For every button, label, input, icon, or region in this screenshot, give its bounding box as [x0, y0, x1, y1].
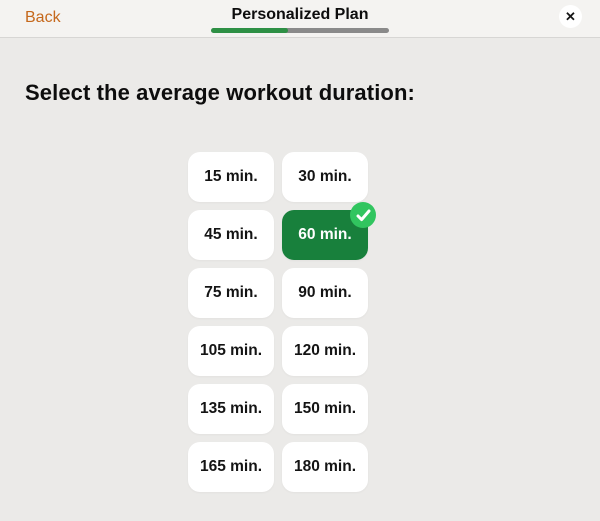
duration-option-120min[interactable]: 120 min. — [282, 326, 368, 376]
duration-option-label: 180 min. — [293, 458, 357, 475]
progress-bar — [211, 28, 389, 33]
duration-option-75min[interactable]: 75 min. — [188, 268, 274, 318]
duration-option-label: 45 min. — [204, 226, 258, 243]
page-title: Personalized Plan — [231, 6, 369, 23]
duration-option-150min[interactable]: 150 min. — [282, 384, 368, 434]
duration-option-label: 15 min. — [204, 168, 258, 185]
duration-option-45min[interactable]: 45 min. — [188, 210, 274, 260]
duration-option-label: 105 min. — [199, 342, 263, 359]
close-button[interactable]: ✕ — [559, 5, 582, 28]
duration-option-label: 165 min. — [199, 458, 263, 475]
duration-option-label: 60 min. — [298, 226, 352, 243]
duration-option-90min[interactable]: 90 min. — [282, 268, 368, 318]
selected-check-icon — [350, 202, 376, 228]
close-icon: ✕ — [565, 9, 576, 24]
duration-option-label: 120 min. — [293, 342, 357, 359]
header-bar: Back Personalized Plan ✕ — [0, 0, 600, 38]
duration-option-label: 90 min. — [298, 284, 352, 301]
duration-option-label: 30 min. — [298, 168, 352, 185]
back-button[interactable]: Back — [25, 9, 61, 26]
duration-grid: 15 min. 30 min. 45 min. 60 min. 75 min. 90 mi… — [188, 152, 376, 492]
duration-option-60min[interactable]: 60 min. — [282, 202, 376, 260]
duration-option-15min[interactable]: 15 min. — [188, 152, 274, 202]
duration-option-label: 135 min. — [199, 400, 263, 417]
question-heading: Select the average workout duration: — [25, 80, 415, 105]
duration-option-135min[interactable]: 135 min. — [188, 384, 274, 434]
duration-option-label: 75 min. — [204, 284, 258, 301]
duration-option-30min[interactable]: 30 min. — [282, 152, 368, 202]
duration-option-180min[interactable]: 180 min. — [282, 442, 368, 492]
progress-fill — [211, 28, 288, 33]
duration-option-165min[interactable]: 165 min. — [188, 442, 274, 492]
duration-option-105min[interactable]: 105 min. — [188, 326, 274, 376]
duration-option-label: 150 min. — [293, 400, 357, 417]
